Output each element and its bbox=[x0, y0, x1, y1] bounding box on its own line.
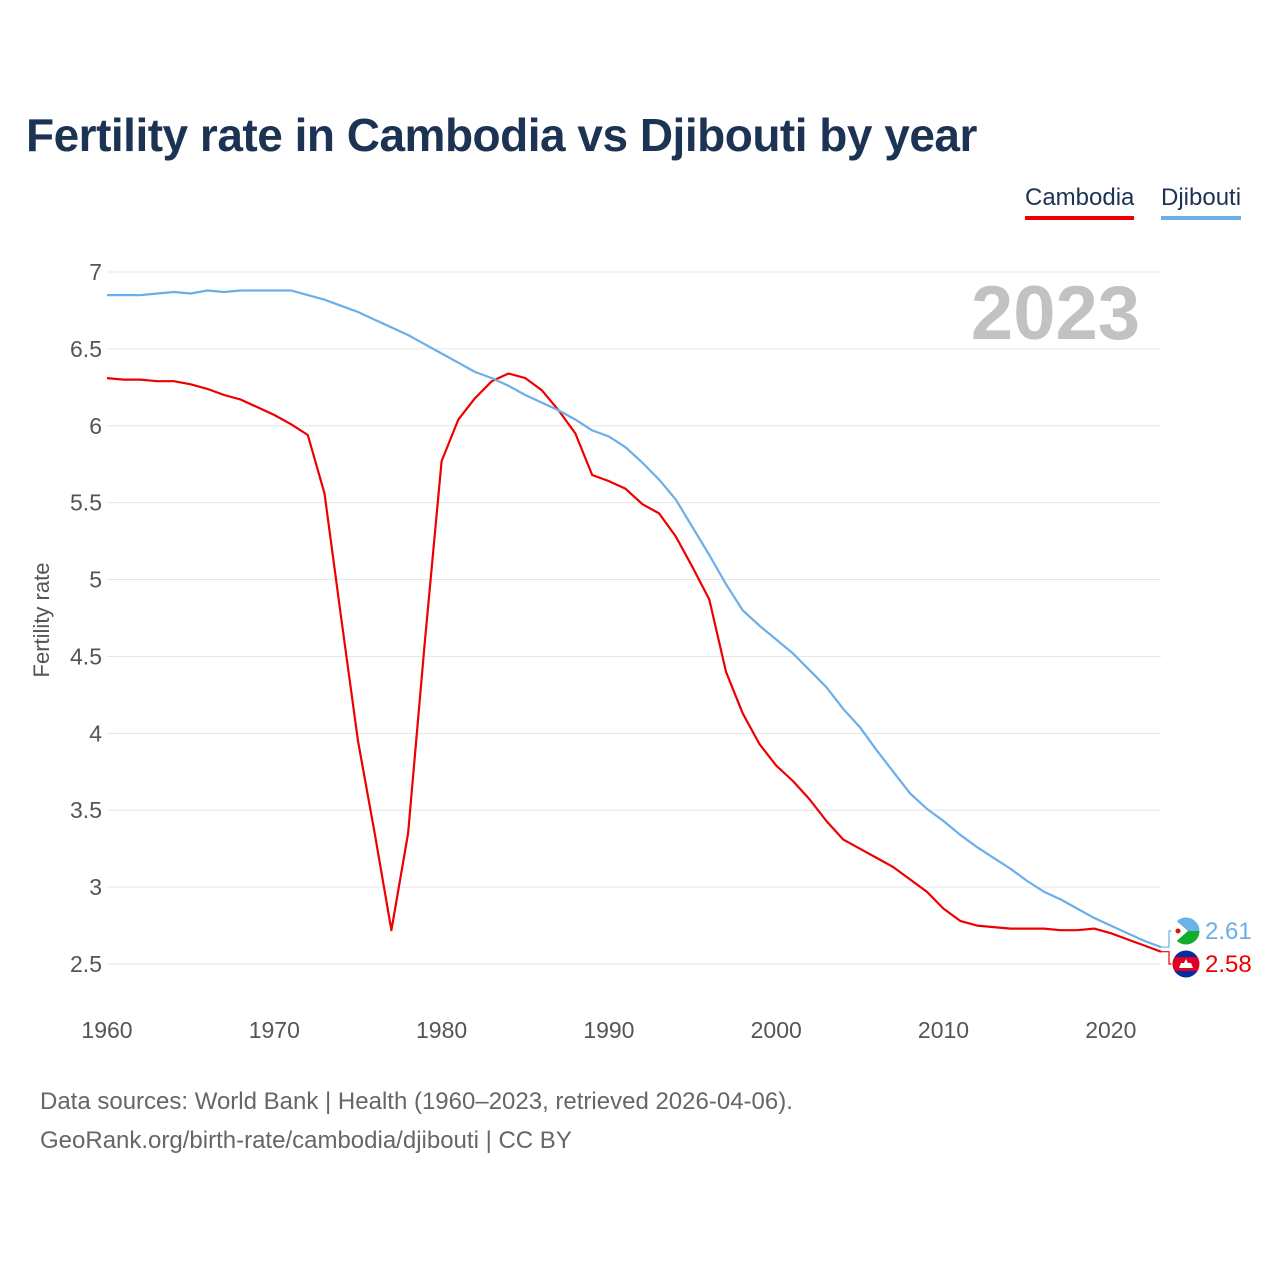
end-connector bbox=[1161, 951, 1172, 965]
x-tick-label: 1990 bbox=[583, 1017, 634, 1043]
y-tick-label: 6 bbox=[89, 413, 102, 439]
x-tick-label: 1980 bbox=[416, 1017, 467, 1043]
x-axis-ticks: 1960 1970 1980 1990 2000 2010 2020 bbox=[81, 1017, 1136, 1043]
x-tick-label: 2000 bbox=[751, 1017, 802, 1043]
legend-item-djibouti[interactable]: Djibouti bbox=[1161, 184, 1242, 220]
end-connector bbox=[1161, 930, 1172, 948]
x-tick-label: 2010 bbox=[918, 1017, 969, 1043]
x-tick-label: 2020 bbox=[1085, 1017, 1136, 1043]
legend-item-cambodia[interactable]: Cambodia bbox=[1025, 184, 1135, 220]
y-tick-label: 6.5 bbox=[70, 336, 102, 362]
chart-title: Fertility rate in Cambodia vs Djibouti b… bbox=[26, 109, 977, 161]
y-axis-ticks: 2.5 3 3.5 4 4.5 5 5.5 6 6.5 7 bbox=[70, 259, 102, 977]
djibouti-flag-icon bbox=[1171, 916, 1201, 946]
series-line-djibouti[interactable] bbox=[107, 289, 1162, 949]
end-labels: 2.58 2.61 bbox=[1161, 916, 1252, 979]
y-tick-label: 2.5 bbox=[70, 951, 102, 977]
y-tick-label: 7 bbox=[89, 259, 102, 285]
grid-lines bbox=[107, 271, 1161, 965]
series-line-cambodia[interactable] bbox=[106, 372, 1162, 953]
end-value-cambodia: 2.58 bbox=[1205, 951, 1252, 978]
y-tick-label: 3 bbox=[89, 874, 102, 900]
end-value-djibouti: 2.61 bbox=[1205, 918, 1252, 945]
cambodia-flag-icon bbox=[1171, 949, 1201, 979]
footer-credit[interactable]: GeoRank.org/birth-rate/cambodia/djibouti… bbox=[40, 1127, 572, 1154]
x-tick-label: 1960 bbox=[81, 1017, 132, 1043]
y-tick-label: 3.5 bbox=[70, 797, 102, 823]
y-tick-label: 5.5 bbox=[70, 490, 102, 516]
series-lines bbox=[106, 289, 1162, 953]
x-tick-label: 1970 bbox=[249, 1017, 300, 1043]
footer-sources: Data sources: World Bank | Health (1960–… bbox=[40, 1088, 793, 1115]
y-tick-label: 4 bbox=[89, 720, 102, 746]
year-label: 2023 bbox=[970, 271, 1140, 356]
y-tick-label: 5 bbox=[89, 567, 102, 593]
y-tick-label: 4.5 bbox=[70, 643, 102, 669]
